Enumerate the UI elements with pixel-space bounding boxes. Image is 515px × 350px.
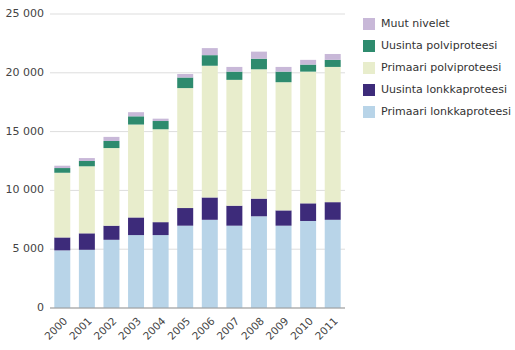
x-tick-label: 2006 <box>189 314 217 342</box>
bar-segment <box>226 206 242 226</box>
bar-segment <box>103 226 119 240</box>
bar-segment <box>300 221 316 308</box>
x-tick-label: 2010 <box>288 315 315 342</box>
bar-segment <box>128 112 144 116</box>
bar-segment <box>79 158 95 161</box>
bar-segment <box>54 250 70 308</box>
bar-segment <box>251 69 267 198</box>
bar-segment <box>54 168 70 173</box>
legend-swatch <box>363 84 375 96</box>
bar-segment <box>325 67 341 202</box>
bar-segment <box>177 78 193 89</box>
bar-segment <box>276 226 292 308</box>
bar-segment <box>226 226 242 308</box>
bar-segment <box>325 202 341 220</box>
x-tick-label: 2005 <box>165 315 192 342</box>
x-tick-label: 2009 <box>263 315 290 342</box>
y-tick-label: 20 000 <box>6 66 45 79</box>
bar-segment <box>128 125 144 218</box>
bar-segment <box>276 210 292 225</box>
bar-segment <box>177 208 193 226</box>
bar-segment <box>153 235 169 308</box>
bar-segment <box>202 66 218 198</box>
legend-swatch <box>363 106 375 118</box>
bar-segment <box>103 148 119 226</box>
x-tick-label: 2007 <box>214 315 241 342</box>
bar-segment <box>54 237 70 250</box>
bar-segment <box>300 60 316 65</box>
bar-segment <box>202 220 218 308</box>
bar-segment <box>153 119 169 121</box>
bar-segment <box>325 220 341 308</box>
bar-segment <box>54 173 70 238</box>
legend-label: Primaari lonkkaproteesi <box>381 105 511 118</box>
bar-segment <box>177 88 193 208</box>
legend-label: Uusinta lonkkaproteesi <box>381 83 507 96</box>
bar-segment <box>325 54 341 60</box>
chart: 05 00010 00015 00020 00025 0002000200120… <box>0 0 515 350</box>
y-tick-label: 0 <box>37 301 44 314</box>
bar-segment <box>251 52 267 59</box>
x-tick-label: 2011 <box>312 315 339 342</box>
legend-swatch <box>363 62 375 74</box>
bar-segment <box>103 137 119 141</box>
bar-segment <box>251 216 267 308</box>
bar-segment <box>300 65 316 72</box>
legend-swatch <box>363 40 375 52</box>
bar-segment <box>276 82 292 210</box>
y-tick-label: 10 000 <box>6 183 45 196</box>
bar-segment <box>79 233 95 249</box>
x-tick-label: 2001 <box>67 315 94 342</box>
x-axis-line <box>50 308 345 309</box>
bar-segment <box>226 72 242 80</box>
bar-segment <box>251 199 267 217</box>
y-tick-label: 25 000 <box>6 7 45 20</box>
bar-segment <box>128 217 144 235</box>
bar-segment <box>153 121 169 129</box>
x-tick-label: 2004 <box>140 314 168 342</box>
bar-segment <box>177 226 193 308</box>
bar-segment <box>226 67 242 72</box>
y-tick-label: 15 000 <box>6 125 45 138</box>
bar-segment <box>153 129 169 222</box>
bar-segment <box>177 74 193 78</box>
bar-segment <box>202 55 218 66</box>
bar-segment <box>300 203 316 221</box>
bar-segment <box>300 72 316 204</box>
bar-segment <box>276 67 292 72</box>
x-tick-label: 2000 <box>42 315 69 342</box>
legend-label: Primaari polviproteesi <box>381 61 501 74</box>
bar-segment <box>128 116 144 124</box>
grid <box>50 14 345 308</box>
legend-label: Uusinta polviproteesi <box>381 39 497 52</box>
bar-segment <box>251 59 267 70</box>
bars <box>54 48 340 308</box>
legend: Muut nivelet Uusinta polviproteesi Primaar… <box>363 17 511 118</box>
legend-swatch <box>363 18 375 30</box>
bar-segment <box>153 222 169 235</box>
bar-segment <box>79 250 95 308</box>
x-tick-label: 2003 <box>116 315 143 342</box>
x-tick-label: 2002 <box>91 315 118 342</box>
bar-segment <box>79 166 95 233</box>
bar-segment <box>128 235 144 308</box>
grid-line <box>50 308 345 309</box>
bar-segment <box>103 141 119 148</box>
bar-segment <box>79 161 95 166</box>
bar-segment <box>103 240 119 308</box>
x-tick-label: 2008 <box>239 315 266 342</box>
bar-segment <box>202 197 218 219</box>
bar-segment <box>325 60 341 67</box>
bar-segment <box>54 166 70 168</box>
grid-line <box>50 14 345 15</box>
legend-label: Muut nivelet <box>381 17 450 30</box>
y-tick-label: 5 000 <box>13 242 45 255</box>
bar-segment <box>226 80 242 206</box>
bar-segment <box>202 48 218 55</box>
bar-segment <box>276 72 292 83</box>
